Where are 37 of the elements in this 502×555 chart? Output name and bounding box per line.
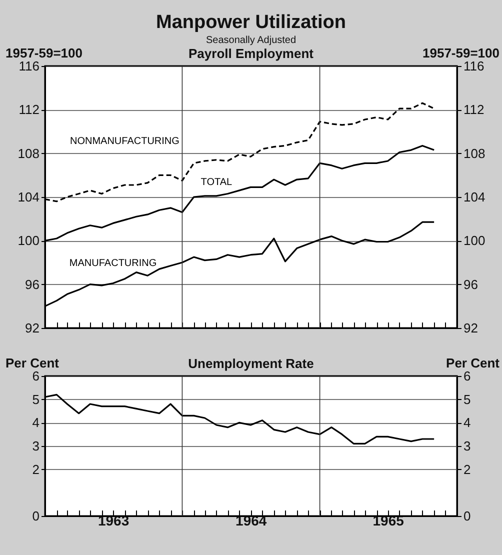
y-tick-label: 96 [25, 276, 40, 292]
y-tick-label: 116 [18, 58, 40, 74]
y2-tick-label: 116 [464, 58, 484, 74]
chart-title: Unemployment Rate [188, 356, 314, 371]
series-label: MANUFACTURING [69, 258, 157, 270]
y-tick-label: 2 [32, 462, 40, 477]
series-label: TOTAL [200, 176, 232, 188]
text: NONMANUFACTURING [70, 136, 180, 147]
y2-tick-label: 0 [464, 508, 471, 524]
y-tick-label: 5 [32, 392, 40, 407]
chart-subtitle: Seasonally Adjusted [206, 35, 296, 46]
y-tick-label: 108 [18, 146, 40, 161]
y2-tick-label: 112 [464, 102, 484, 118]
y2-tick-label: 3 [464, 438, 471, 454]
y2-tick-label: 5 [464, 392, 471, 407]
y2-tick-label: 4 [464, 415, 471, 430]
y-tick-label: 92 [25, 320, 40, 336]
y2-tick-label: 92 [464, 320, 478, 336]
text: Payroll Employment [188, 46, 314, 61]
y2-axis-title: Per Cent [446, 356, 500, 370]
y-tick-label: 104 [18, 190, 40, 204]
y-tick-label: 4 [32, 415, 40, 430]
y2-tick-label: 96 [464, 276, 478, 292]
y2-tick-label: 100 [464, 233, 486, 248]
y2-axis-title: 1957-59=100 [422, 46, 500, 60]
y-axis-title: 1957-59=100 [6, 46, 82, 60]
y-tick-label: 100 [18, 233, 40, 248]
y2-tick-label: 6 [464, 368, 471, 384]
y-tick-label: 6 [32, 368, 40, 384]
y2-tick-label: 108 [464, 146, 486, 161]
y2-tick-label: 104 [464, 190, 486, 204]
chart-title: Manpower Utilization [156, 12, 346, 33]
y-tick-label: 112 [18, 102, 40, 118]
y-tick-label: 0 [32, 508, 40, 524]
y2-tick-label: 2 [464, 462, 471, 477]
y-tick-label: 3 [32, 438, 40, 454]
y-axis-title: Per Cent [6, 356, 60, 370]
